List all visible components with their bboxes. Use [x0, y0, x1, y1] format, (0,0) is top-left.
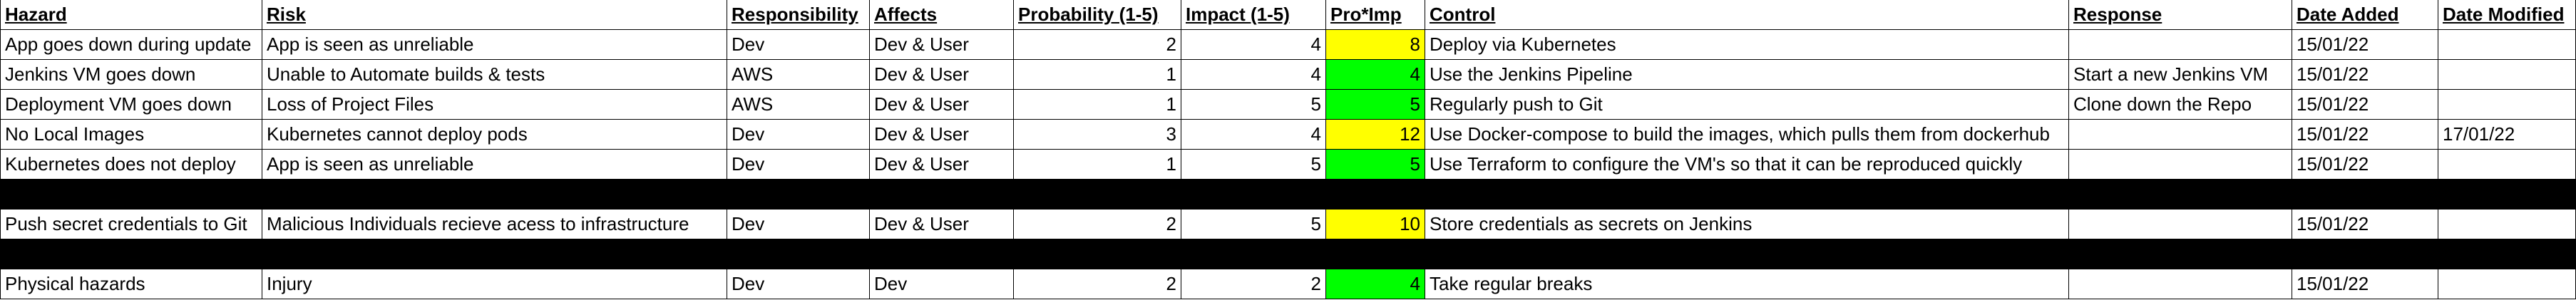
date-added-cell[interactable]: 15/01/22 [2292, 30, 2438, 60]
responsibility-cell[interactable]: Dev [727, 210, 870, 239]
score-cell[interactable]: 8 [1326, 30, 1425, 60]
impact-cell[interactable]: 4 [1181, 120, 1326, 150]
response-cell[interactable] [2069, 30, 2292, 60]
response-cell[interactable] [2069, 269, 2292, 299]
affects-cell[interactable]: Dev [870, 269, 1014, 299]
impact-cell[interactable]: 5 [1181, 150, 1326, 180]
header-score[interactable]: Pro*Imp [1326, 0, 1425, 30]
probability-cell[interactable]: 1 [1014, 60, 1181, 90]
impact-cell[interactable]: 4 [1181, 30, 1326, 60]
hazard-cell[interactable]: Push secret credentials to Git [0, 210, 262, 239]
control-cell[interactable]: Use the Jenkins Pipeline [1425, 60, 2069, 90]
impact-cell[interactable]: 4 [1181, 60, 1326, 90]
score-cell[interactable]: 4 [1326, 269, 1425, 299]
risk-cell[interactable]: Unable to Automate builds & tests [262, 60, 727, 90]
risk-cell[interactable]: Malicious Individuals recieve acess to i… [262, 210, 727, 239]
header-hazard[interactable]: Hazard [0, 0, 262, 30]
date-added-cell[interactable]: 15/01/22 [2292, 150, 2438, 180]
score-cell[interactable]: 10 [1326, 210, 1425, 239]
date-modified-cell[interactable] [2438, 210, 2576, 239]
control-cell[interactable]: Use Docker-compose to build the images, … [1425, 120, 2069, 150]
probability-cell[interactable]: 2 [1014, 30, 1181, 60]
probability-cell[interactable]: 2 [1014, 269, 1181, 299]
hazard-cell[interactable]: Deployment VM goes down [0, 90, 262, 120]
risk-cell[interactable]: App is seen as unreliable [262, 30, 727, 60]
control-cell[interactable]: Deploy via Kubernetes [1425, 30, 2069, 60]
score-cell[interactable]: 4 [1326, 60, 1425, 90]
affects-cell[interactable]: Dev & User [870, 30, 1014, 60]
risk-cell[interactable]: Loss of Project Files [262, 90, 727, 120]
header-control[interactable]: Control [1425, 0, 2069, 30]
date-modified-cell[interactable] [2438, 60, 2576, 90]
hazard-cell[interactable]: Physical hazards [0, 269, 262, 299]
probability-cell[interactable]: 1 [1014, 90, 1181, 120]
risk-cell[interactable]: App is seen as unreliable [262, 150, 727, 180]
date-added-cell[interactable]: 15/01/22 [2292, 90, 2438, 120]
response-cell[interactable] [2069, 150, 2292, 180]
control-cell[interactable]: Use Terraform to configure the VM's so t… [1425, 150, 2069, 180]
header-affects[interactable]: Affects [870, 0, 1014, 30]
risk-cell[interactable]: Injury [262, 269, 727, 299]
affects-cell[interactable]: Dev & User [870, 210, 1014, 239]
score-cell[interactable]: 5 [1326, 90, 1425, 120]
date-modified-cell[interactable] [2438, 269, 2576, 299]
risk-cell[interactable]: Kubernetes cannot deploy pods [262, 120, 727, 150]
response-cell[interactable]: Start a new Jenkins VM [2069, 60, 2292, 90]
header-probability[interactable]: Probability (1-5) [1014, 0, 1181, 30]
impact-cell[interactable]: 5 [1181, 90, 1326, 120]
hazard-cell[interactable]: Kubernetes does not deploy [0, 150, 262, 180]
probability-cell[interactable]: 2 [1014, 210, 1181, 239]
score-cell[interactable]: 5 [1326, 150, 1425, 180]
impact-cell[interactable]: 5 [1181, 210, 1326, 239]
score-cell[interactable]: 12 [1326, 120, 1425, 150]
date-added-cell[interactable]: 15/01/22 [2292, 210, 2438, 239]
response-cell[interactable] [2069, 210, 2292, 239]
date-added-cell[interactable]: 15/01/22 [2292, 120, 2438, 150]
date-added-cell[interactable]: 15/01/22 [2292, 60, 2438, 90]
date-modified-cell[interactable] [2438, 30, 2576, 60]
date-modified-cell[interactable] [2438, 90, 2576, 120]
hazard-cell[interactable]: App goes down during update [0, 30, 262, 60]
impact-cell[interactable]: 2 [1181, 269, 1326, 299]
control-cell[interactable]: Store credentials as secrets on Jenkins [1425, 210, 2069, 239]
date-modified-cell[interactable] [2438, 150, 2576, 180]
responsibility-cell[interactable]: Dev [727, 269, 870, 299]
response-cell[interactable] [2069, 120, 2292, 150]
responsibility-cell[interactable]: Dev [727, 120, 870, 150]
responsibility-cell[interactable]: AWS [727, 90, 870, 120]
control-cell[interactable]: Regularly push to Git [1425, 90, 2069, 120]
hazard-cell[interactable]: No Local Images [0, 120, 262, 150]
control-cell[interactable]: Take regular breaks [1425, 269, 2069, 299]
responsibility-cell[interactable]: Dev [727, 30, 870, 60]
probability-cell[interactable]: 1 [1014, 150, 1181, 180]
responsibility-cell[interactable]: AWS [727, 60, 870, 90]
date-added-cell[interactable]: 15/01/22 [2292, 269, 2438, 299]
affects-cell[interactable]: Dev & User [870, 90, 1014, 120]
date-modified-cell[interactable]: 17/01/22 [2438, 120, 2576, 150]
response-cell[interactable]: Clone down the Repo [2069, 90, 2292, 120]
blacked-out-row[interactable] [0, 180, 2576, 210]
header-responsibility[interactable]: Responsibility [727, 0, 870, 30]
header-response[interactable]: Response [2069, 0, 2292, 30]
affects-cell[interactable]: Dev & User [870, 150, 1014, 180]
affects-cell[interactable]: Dev & User [870, 120, 1014, 150]
header-impact[interactable]: Impact (1-5) [1181, 0, 1326, 30]
header-date-modified[interactable]: Date Modified [2438, 0, 2576, 30]
header-date-added[interactable]: Date Added [2292, 0, 2438, 30]
probability-cell[interactable]: 3 [1014, 120, 1181, 150]
responsibility-cell[interactable]: Dev [727, 150, 870, 180]
affects-cell[interactable]: Dev & User [870, 60, 1014, 90]
blacked-out-row[interactable] [0, 239, 2576, 269]
hazard-cell[interactable]: Jenkins VM goes down [0, 60, 262, 90]
header-risk[interactable]: Risk [262, 0, 727, 30]
